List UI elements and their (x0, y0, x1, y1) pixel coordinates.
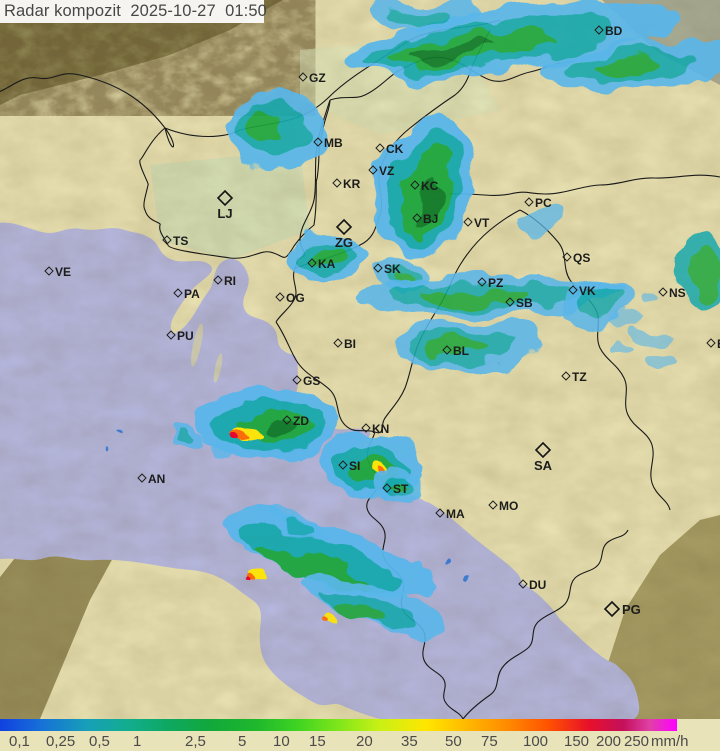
svg-text:BI: BI (344, 337, 356, 351)
svg-text:BL: BL (453, 344, 469, 358)
svg-text:DU: DU (529, 578, 546, 592)
svg-text:ZD: ZD (293, 414, 309, 428)
svg-text:NS: NS (669, 286, 686, 300)
svg-text:GS: GS (303, 374, 320, 388)
svg-text:PC: PC (535, 196, 552, 210)
svg-text:PA: PA (184, 287, 200, 301)
svg-text:VK: VK (579, 284, 596, 298)
svg-text:CK: CK (386, 142, 404, 156)
svg-text:TS: TS (173, 234, 188, 248)
svg-text:VE: VE (55, 265, 71, 279)
svg-text:SI: SI (349, 459, 360, 473)
svg-text:ZG: ZG (335, 235, 353, 250)
svg-text:GZ: GZ (309, 71, 326, 85)
svg-text:SK: SK (384, 262, 401, 276)
svg-text:MB: MB (324, 136, 343, 150)
svg-text:QS: QS (573, 251, 590, 265)
svg-text:KN: KN (372, 422, 389, 436)
svg-text:SB: SB (516, 296, 533, 310)
svg-text:VZ: VZ (379, 164, 394, 178)
svg-text:BD: BD (605, 24, 623, 38)
svg-text:BJ: BJ (423, 212, 438, 226)
svg-text:TZ: TZ (572, 370, 587, 384)
svg-text:PU: PU (177, 329, 194, 343)
svg-text:VT: VT (474, 216, 490, 230)
svg-text:MA: MA (446, 507, 465, 521)
svg-text:KR: KR (343, 177, 361, 191)
svg-text:OG: OG (286, 291, 305, 305)
svg-text:PZ: PZ (488, 276, 503, 290)
svg-text:MO: MO (499, 499, 518, 513)
svg-text:SA: SA (534, 458, 553, 473)
svg-text:ST: ST (393, 482, 409, 496)
svg-text:KC: KC (421, 179, 439, 193)
svg-text:KA: KA (318, 257, 336, 271)
svg-text:PG: PG (622, 602, 641, 617)
svg-text:RI: RI (224, 274, 236, 288)
svg-text:AN: AN (148, 472, 165, 486)
svg-text:LJ: LJ (217, 206, 232, 221)
